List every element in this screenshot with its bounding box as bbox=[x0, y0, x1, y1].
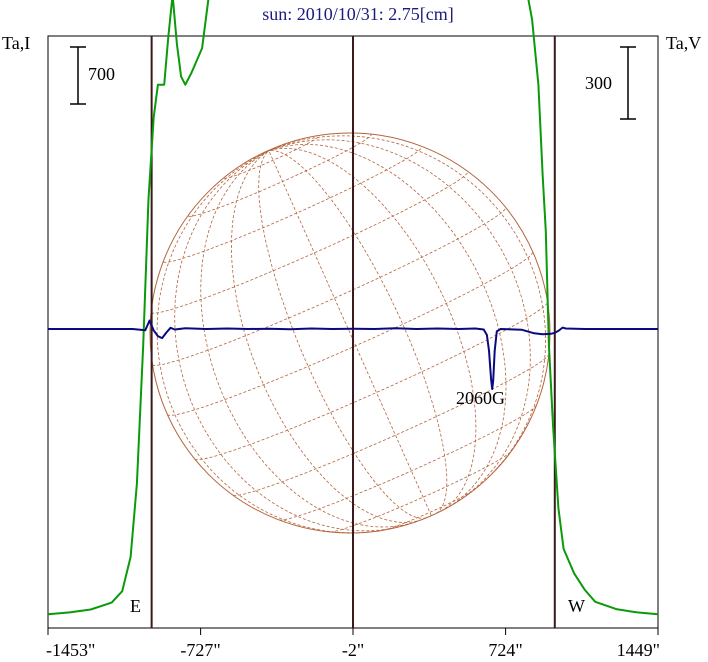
longitude-line bbox=[268, 150, 432, 516]
series-line-I bbox=[47, 0, 659, 616]
right-axis-label: Ta,V bbox=[666, 33, 701, 53]
longitude-line bbox=[174, 150, 409, 532]
longitude-line bbox=[268, 135, 547, 488]
x-tick-label: 1449" bbox=[617, 640, 660, 660]
right-scale-bar bbox=[620, 46, 636, 120]
x-tick-label: -727" bbox=[180, 640, 220, 660]
longitude-line bbox=[268, 150, 448, 514]
east-limb-label: E bbox=[130, 596, 141, 616]
longitude-line bbox=[230, 150, 422, 523]
latitude-line bbox=[150, 171, 469, 314]
longitude-line bbox=[268, 139, 531, 505]
x-ticks: -1453" -727" -2" 724" 1449" bbox=[46, 628, 660, 660]
x-tick-label: -1453" bbox=[46, 640, 95, 660]
series-group bbox=[47, 0, 659, 616]
left-scale-value: 700 bbox=[88, 64, 115, 84]
west-limb-label: W bbox=[568, 596, 585, 616]
right-scale-value: 300 bbox=[585, 73, 612, 93]
latitude-line bbox=[233, 354, 550, 496]
x-tick-label: -2" bbox=[342, 640, 364, 660]
solar-disk-grid bbox=[149, 132, 551, 534]
series-line-V bbox=[48, 319, 658, 390]
left-axis-label: Ta,I bbox=[2, 33, 30, 53]
region-annotation: 2060G bbox=[456, 388, 505, 408]
longitude-line bbox=[156, 150, 380, 534]
left-scale-bar bbox=[70, 46, 86, 105]
longitude-line bbox=[258, 150, 427, 519]
latitude-line bbox=[330, 451, 512, 533]
longitude-line bbox=[268, 148, 477, 512]
vertical-marker-lines bbox=[150, 36, 556, 628]
latitude-line bbox=[279, 405, 537, 521]
chart-title: sun: 2010/10/31: 2.75[cm] bbox=[262, 4, 454, 24]
latitude-line bbox=[383, 489, 475, 531]
x-tick-label: 724" bbox=[488, 640, 522, 660]
